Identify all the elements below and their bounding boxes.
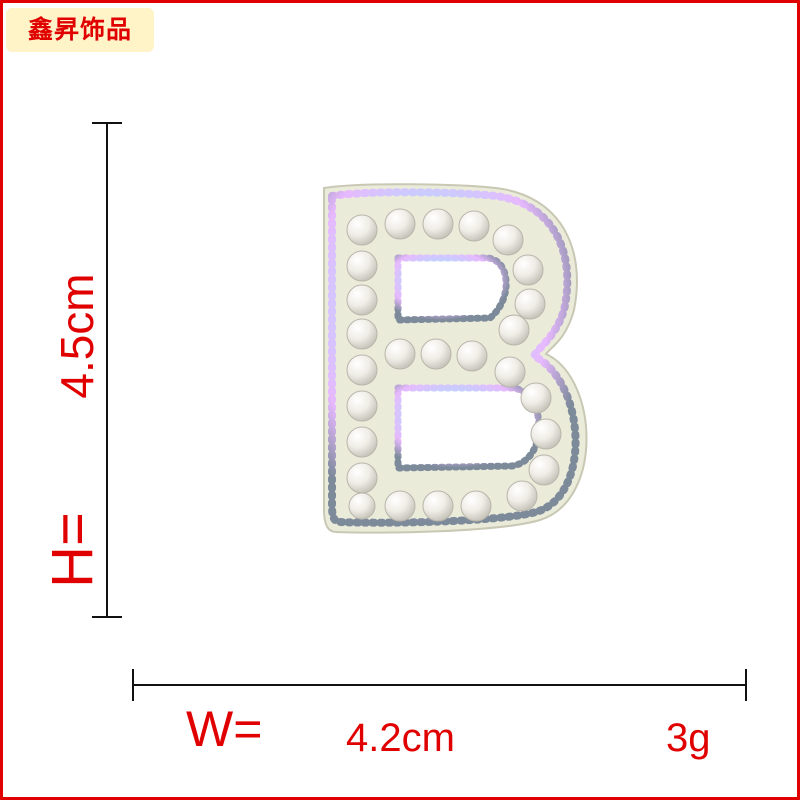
pearls: [346, 208, 562, 522]
width-dimension-cap-left: [132, 669, 134, 701]
pearl-letter-b-patch: [300, 170, 620, 550]
width-dimension-cap-right: [745, 669, 747, 701]
width-label: W=: [186, 701, 263, 757]
weight-value: 3g: [666, 716, 711, 760]
letter-b-patch-image: [323, 183, 588, 534]
width-dimension-line: [133, 684, 747, 686]
height-dimension-cap-bottom: [92, 616, 122, 618]
height-dimension-line: [106, 122, 108, 618]
width-value: 4.2cm: [346, 716, 455, 760]
height-dimension-cap-top: [92, 122, 122, 124]
brand-label: 鑫昇饰品: [6, 8, 154, 52]
height-value: 4.5cm: [51, 273, 103, 399]
height-label: H=: [40, 512, 105, 588]
